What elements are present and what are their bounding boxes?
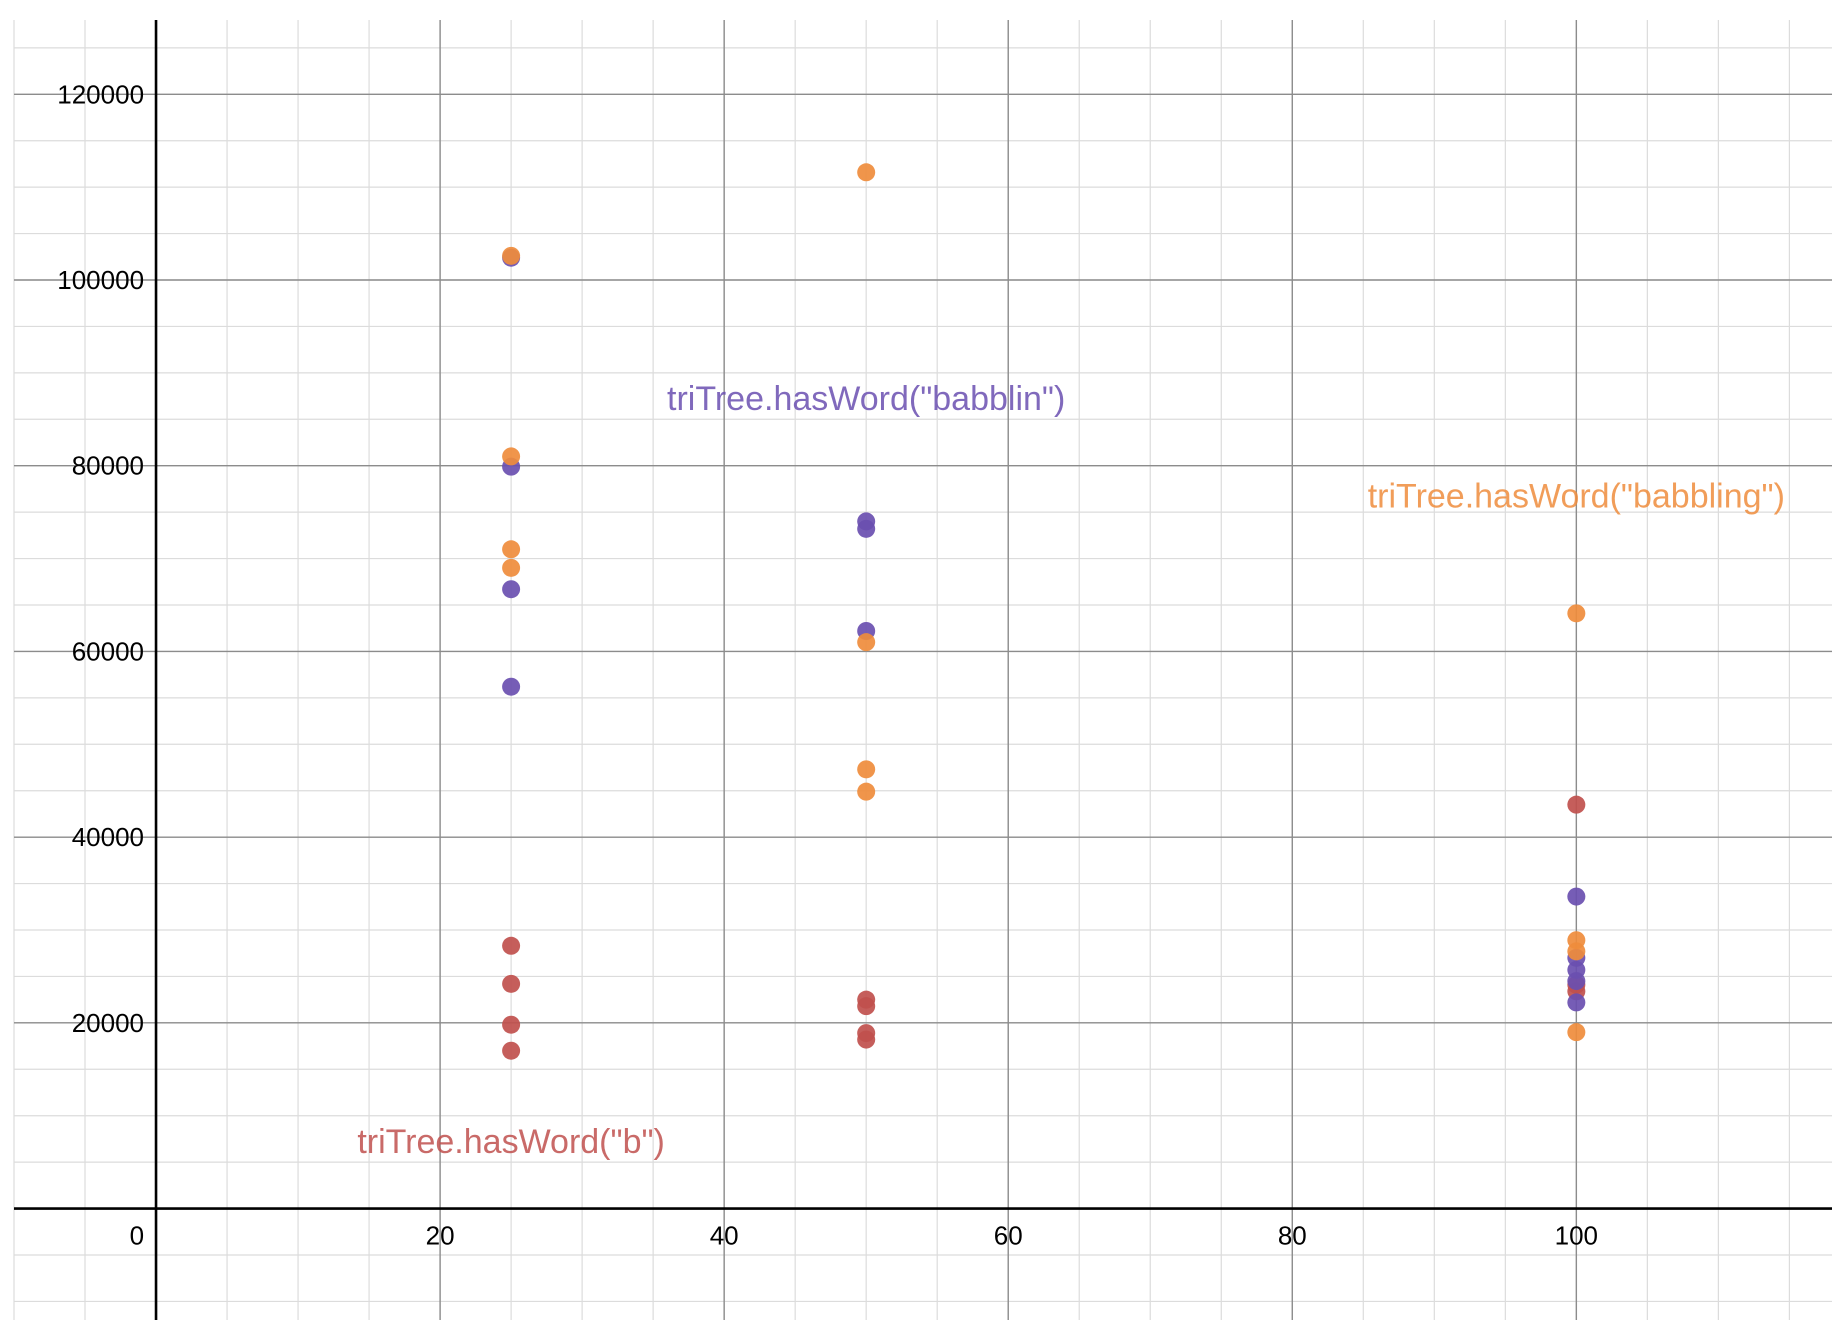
data-point [502,1015,521,1034]
data-point [1567,1023,1586,1042]
data-point [857,519,876,538]
y-tick-label: 40000 [72,822,144,852]
data-point [1567,887,1586,906]
series-label: triTree.hasWord("b") [357,1123,665,1161]
data-point [1567,795,1586,814]
data-point [502,1041,521,1060]
tick-labels: 20 40 60 80 100 20000 40000 60000 80000 100000 120… [57,79,1598,1250]
y-tick-label: 20000 [72,1008,144,1038]
x-tick-label: 60 [994,1221,1023,1251]
data-point [502,580,521,599]
minor-grid [13,20,1832,1320]
data-point [1567,993,1586,1012]
data-point [502,558,521,577]
series-labels: triTree.hasWord("b") triTree.hasWord("bab… [357,380,1785,1161]
data-point [857,633,876,652]
data-point [502,447,521,466]
x-tick-label: 20 [426,1221,455,1251]
data-points [502,163,1586,1060]
data-point [857,163,876,182]
data-point [1567,942,1586,961]
x-tick-label: 40 [710,1221,739,1251]
data-point [502,974,521,993]
series-label: triTree.hasWord("babbling") [1368,478,1785,516]
data-point [857,1030,876,1049]
axes [14,20,1832,1320]
data-point [502,246,521,265]
data-point [502,936,521,955]
data-point [502,677,521,696]
x-tick-label: 100 [1555,1221,1598,1251]
data-point [857,997,876,1016]
data-point [502,540,521,559]
y-tick-label: 120000 [57,79,144,109]
data-point [1567,604,1586,623]
data-point [857,782,876,801]
x-tick-label: 80 [1278,1221,1307,1251]
major-grid [14,20,1832,1320]
y-tick-label: 60000 [72,636,144,666]
origin-label: 0 [130,1221,144,1251]
series-label: triTree.hasWord("babblin") [667,380,1065,418]
y-tick-label: 100000 [57,265,144,295]
data-point [1567,972,1586,991]
data-point [857,760,876,779]
y-tick-label: 80000 [72,451,144,481]
